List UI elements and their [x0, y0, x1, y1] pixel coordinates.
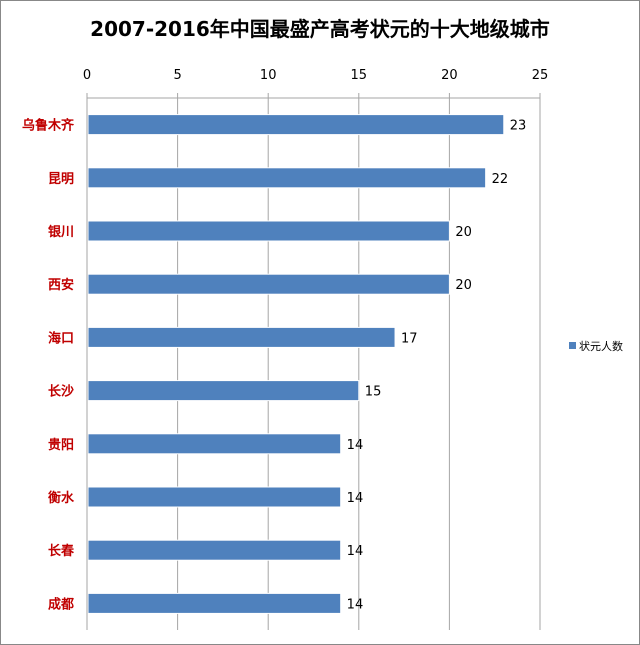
- bar: [87, 220, 450, 242]
- bar: [87, 486, 342, 508]
- category-label: 海口: [48, 330, 74, 346]
- data-label: 14: [347, 438, 364, 453]
- tick-label: 15: [351, 68, 368, 83]
- data-label: 20: [455, 278, 472, 293]
- category-label: 昆明: [48, 171, 74, 187]
- legend-swatch: [569, 342, 576, 349]
- bar: [87, 273, 450, 295]
- data-label: 15: [365, 385, 382, 400]
- data-label: 20: [455, 225, 472, 240]
- category-label: 长春: [48, 543, 75, 559]
- bar: [87, 592, 342, 614]
- bar: [87, 167, 487, 189]
- data-label: 22: [492, 172, 509, 187]
- bar: [87, 326, 396, 348]
- category-label: 长沙: [48, 384, 74, 400]
- tick-label: 10: [260, 68, 277, 83]
- category-label: 成都: [48, 596, 74, 612]
- category-label: 乌鲁木齐: [22, 118, 75, 134]
- tick-label: 25: [532, 68, 549, 83]
- data-label: 14: [347, 491, 364, 506]
- category-label: 衡水: [48, 490, 75, 506]
- data-label: 14: [347, 597, 364, 612]
- bars: 23 22 20 20 17 15 14 14 14 14: [87, 114, 527, 614]
- tick-label: 5: [173, 68, 181, 83]
- bar: [87, 539, 342, 561]
- category-label: 贵阳: [48, 437, 74, 453]
- data-label: 23: [510, 119, 527, 134]
- tick-label: 0: [83, 68, 91, 83]
- bar: [87, 114, 505, 136]
- legend: 状元人数: [569, 339, 623, 353]
- tick-label: 20: [441, 68, 458, 83]
- x-axis-ticks: 0 5 10 15 20 25: [83, 68, 548, 83]
- chart-title: 2007-2016年中国最盛产高考状元的十大地级城市: [90, 17, 550, 41]
- data-label: 17: [401, 331, 418, 346]
- category-label: 银川: [48, 224, 74, 240]
- bar: [87, 433, 342, 455]
- data-label: 14: [347, 544, 364, 559]
- bar: [87, 380, 360, 402]
- category-label: 西安: [48, 277, 74, 293]
- legend-label: 状元人数: [579, 339, 623, 353]
